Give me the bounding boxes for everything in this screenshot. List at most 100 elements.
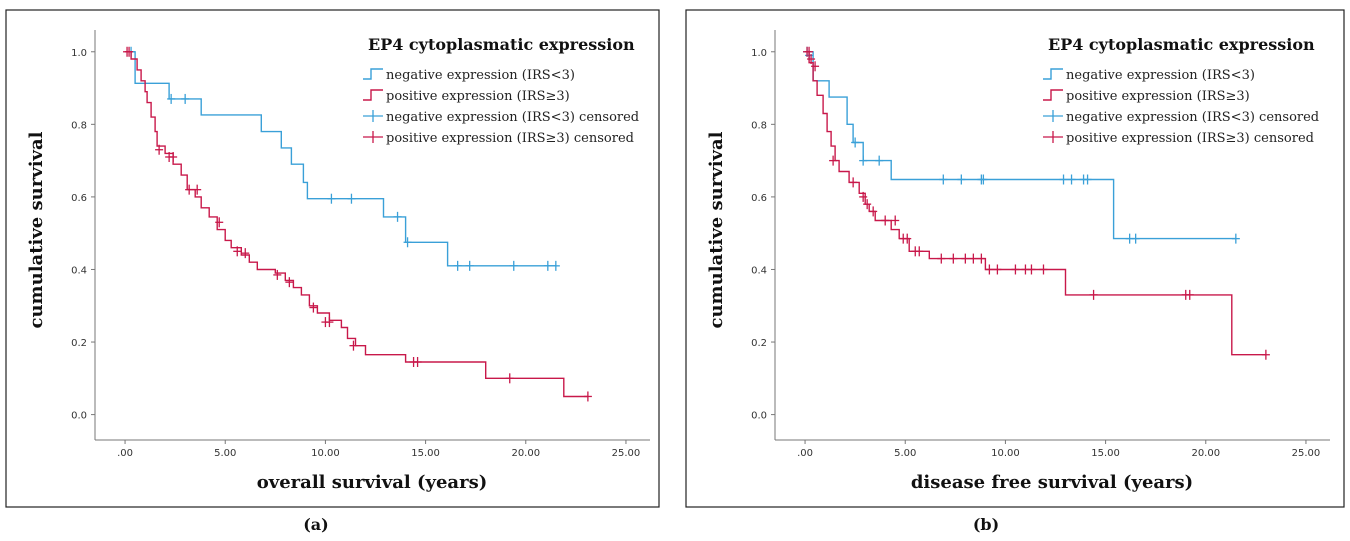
- series-layer: [123, 46, 592, 402]
- censored-mark-positive: [1185, 289, 1194, 300]
- censored-mark-positive: [915, 246, 924, 257]
- survival-step-line-positive: [125, 51, 588, 398]
- x-tick-label: 20.00: [1191, 448, 1220, 459]
- censored-mark-positive: [811, 61, 820, 72]
- censored-mark-positive: [1027, 264, 1036, 275]
- y-axis-title: cumulative survival: [706, 131, 727, 328]
- y-tick-label: 0.2: [71, 338, 87, 349]
- x-tick-label: 15.00: [411, 448, 440, 459]
- censored-mark-positive: [325, 317, 334, 328]
- censored-mark-positive: [937, 253, 946, 264]
- censored-mark-positive: [155, 144, 164, 155]
- censored-mark-negative: [1067, 174, 1076, 185]
- x-tick-label: .00: [117, 448, 133, 459]
- legend-label: positive expression (IRS≥3): [386, 89, 570, 104]
- censored-mark-positive: [805, 46, 814, 57]
- chart-frame: [5, 9, 660, 508]
- censored-mark-positive: [193, 184, 202, 195]
- censored-mark-negative: [453, 260, 462, 271]
- panel-caption: (b): [973, 515, 999, 534]
- censored-mark-positive: [413, 356, 422, 367]
- censored-mark-positive: [125, 46, 134, 57]
- censored-mark-positive: [869, 206, 878, 217]
- x-tick-label: 10.00: [991, 448, 1020, 459]
- x-tick-label: 25.00: [1292, 448, 1321, 459]
- censored-mark-negative: [551, 260, 560, 271]
- censored-mark-negative: [957, 174, 966, 185]
- censored-mark-positive: [849, 177, 858, 188]
- censored-mark-negative: [181, 93, 190, 104]
- censored-mark-negative: [859, 155, 868, 166]
- censored-mark-negative: [403, 237, 412, 248]
- legend-label: negative expression (IRS<3): [1066, 68, 1255, 83]
- censored-mark-negative: [979, 174, 988, 185]
- censored-mark-positive: [977, 253, 986, 264]
- censored-mark-positive: [903, 233, 912, 244]
- censored-mark-negative: [1059, 174, 1068, 185]
- chart-title: EP4 cytoplasmatic expression: [1048, 35, 1315, 54]
- censored-mark-positive: [185, 184, 194, 195]
- censored-mark-positive: [505, 373, 514, 384]
- censored-mark-positive: [859, 191, 868, 202]
- censored-mark-negative: [509, 260, 518, 271]
- survival-step-line-negative: [805, 51, 1236, 240]
- series-layer: [803, 46, 1270, 360]
- censored-mark-positive: [1039, 264, 1048, 275]
- y-tick-label: 0.4: [71, 265, 87, 276]
- censored-mark-negative: [543, 260, 552, 271]
- x-tick-label: .00: [797, 448, 813, 459]
- censored-mark-positive: [233, 246, 242, 257]
- censored-mark-positive: [285, 277, 294, 288]
- censored-mark-positive: [215, 217, 224, 228]
- axis-ticks: .00 5.00 10.00 15.00 20.00 25.00 0.0 0.2 0.4 0.6 0…: [71, 48, 640, 459]
- chart-title: EP4 cytoplasmatic expression: [368, 35, 635, 54]
- panel-caption: (a): [303, 515, 329, 534]
- x-axis-title: overall survival (years): [257, 472, 487, 493]
- x-tick-label: 5.00: [214, 448, 236, 459]
- censored-mark-positive: [1089, 289, 1098, 300]
- censored-mark-positive: [1011, 264, 1020, 275]
- censored-mark-negative: [465, 260, 474, 271]
- censored-mark-positive: [863, 199, 872, 210]
- censored-mark-negative: [875, 155, 884, 166]
- km-chart-overall-survival: .00 5.00 10.00 15.00 20.00 25.00 0.0 0.2 0.4 0.6 0…: [5, 9, 660, 534]
- x-tick-label: 5.00: [894, 448, 916, 459]
- y-axis-title: cumulative survival: [26, 131, 47, 328]
- censored-mark-positive: [241, 248, 250, 259]
- censored-mark-positive: [273, 269, 282, 280]
- legend-label: positive expression (IRS≥3) censored: [386, 131, 634, 146]
- censored-mark-negative: [1083, 174, 1092, 185]
- y-tick-label: 0.6: [751, 193, 767, 204]
- y-tick-label: 0.0: [71, 411, 87, 422]
- censored-mark-positive: [807, 54, 816, 65]
- censored-mark-positive: [969, 253, 978, 264]
- legend-censored-symbol: [363, 110, 383, 122]
- legend-line-symbol: [363, 68, 383, 80]
- x-tick-label: 15.00: [1091, 448, 1120, 459]
- axis-ticks: .00 5.00 10.00 15.00 20.00 25.00 0.0 0.2 0.4 0.6 0…: [751, 48, 1320, 459]
- legend-censored-symbol: [363, 131, 383, 143]
- x-tick-label: 25.00: [612, 448, 641, 459]
- legend-label: negative expression (IRS<3) censored: [1066, 110, 1319, 125]
- y-tick-label: 1.0: [751, 48, 767, 59]
- y-tick-label: 1.0: [71, 48, 87, 59]
- chart-frame: [685, 9, 1345, 508]
- survival-step-line-negative: [125, 51, 556, 267]
- legend-censored-symbol: [1043, 131, 1063, 143]
- legend: negative expression (IRS<3) positive expr…: [363, 68, 639, 146]
- x-tick-label: 20.00: [511, 448, 540, 459]
- censored-mark-negative: [851, 137, 860, 148]
- x-tick-label: 10.00: [311, 448, 340, 459]
- legend-line-symbol: [363, 89, 383, 101]
- y-tick-label: 0.2: [751, 338, 767, 349]
- legend-label: positive expression (IRS≥3) censored: [1066, 131, 1314, 146]
- legend-line-symbol: [1043, 68, 1063, 80]
- censored-mark-positive: [829, 155, 838, 166]
- censored-mark-negative: [167, 93, 176, 104]
- censored-mark-negative: [327, 193, 336, 204]
- censored-mark-positive: [961, 253, 970, 264]
- censored-mark-negative: [393, 211, 402, 222]
- censored-mark-negative: [1231, 233, 1240, 244]
- y-tick-label: 0.8: [71, 120, 87, 131]
- censored-mark-positive: [309, 302, 318, 313]
